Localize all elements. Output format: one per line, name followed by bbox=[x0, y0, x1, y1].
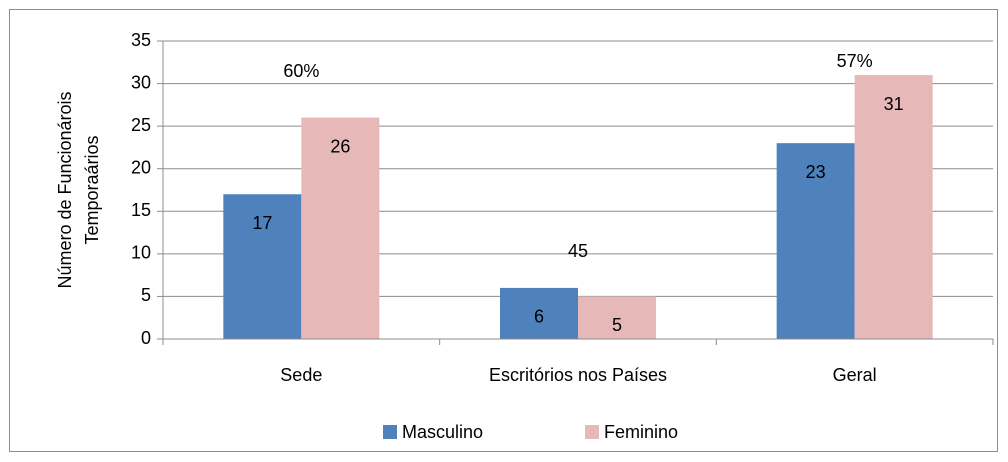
y-tick-label: 0 bbox=[141, 328, 151, 348]
bar bbox=[578, 296, 656, 339]
bar bbox=[301, 117, 380, 339]
bar bbox=[223, 194, 302, 339]
legend-label: Masculino bbox=[402, 422, 483, 442]
x-tick-label: Escritórios nos Países bbox=[489, 365, 667, 385]
annotation: 60% bbox=[283, 61, 319, 81]
y-tick-label: 30 bbox=[131, 72, 151, 92]
data-label: 31 bbox=[884, 94, 904, 114]
y-axis-label-line: Temporaários bbox=[82, 135, 102, 244]
y-tick-label: 5 bbox=[141, 285, 151, 305]
data-label: 17 bbox=[252, 213, 272, 233]
y-tick-label: 15 bbox=[131, 200, 151, 220]
y-tick-label: 35 bbox=[131, 30, 151, 50]
bar bbox=[776, 143, 855, 339]
x-tick-label: Geral bbox=[833, 365, 877, 385]
legend-swatch bbox=[585, 425, 599, 439]
bar bbox=[500, 287, 578, 339]
y-tick-label: 25 bbox=[131, 115, 151, 135]
x-tick-label: Sede bbox=[280, 365, 322, 385]
bar bbox=[854, 75, 933, 340]
data-label: 6 bbox=[534, 307, 544, 327]
y-axis-label: Número de Funcionárois bbox=[55, 91, 75, 288]
data-label: 23 bbox=[806, 162, 826, 182]
y-tick-label: 20 bbox=[131, 157, 151, 177]
data-label: 5 bbox=[612, 315, 622, 335]
legend-swatch bbox=[383, 425, 397, 439]
y-axis-label: Temporaários bbox=[82, 135, 102, 244]
data-label: 26 bbox=[330, 136, 350, 156]
legend-label: Feminino bbox=[604, 422, 678, 442]
y-axis-label-line: Número de Funcionárois bbox=[55, 91, 75, 288]
annotation: 57% bbox=[837, 51, 873, 71]
annotation: 45 bbox=[568, 241, 588, 261]
y-tick-label: 10 bbox=[131, 243, 151, 263]
